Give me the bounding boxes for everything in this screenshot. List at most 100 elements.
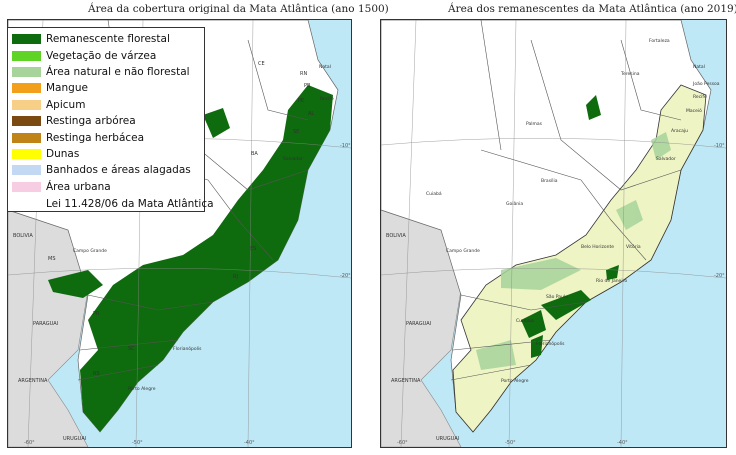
city-label-maceio: Maceió (686, 107, 702, 114)
city-label-natal: Natal (693, 64, 705, 70)
legend-item-banhados: Banhados e áreas alagadas (12, 162, 204, 178)
city-label-palmas: Palmas (526, 121, 543, 127)
city-label-goiania: Goiânia (506, 200, 523, 207)
city-label-cuiaba: Cuiabá (426, 190, 442, 197)
state-label-rj: RJ (233, 274, 238, 280)
legend-swatch (12, 165, 41, 176)
city-label-brasilia: Brasília (541, 177, 558, 184)
state-label-rs: RS (93, 371, 100, 377)
city-label-fortaleza: Fortaleza (649, 38, 670, 44)
legend-label: Restinga arbórea (46, 115, 136, 128)
atlantic-forest-remnant-area (452, 84, 707, 433)
state-label-sc: SC (128, 346, 135, 352)
city-label-sao-paulo: São Paulo (546, 294, 568, 300)
legend-label: Área urbana (46, 180, 111, 193)
lon-tick-40: -40° (617, 440, 628, 446)
atlantic-forest-original-extent (80, 85, 333, 432)
left-map-title: Área da cobertura original da Mata Atlân… (88, 3, 389, 15)
lon-tick-40: -40° (244, 440, 255, 446)
legend-label: Banhados e áreas alagadas (46, 164, 191, 177)
country-label-bolivia: BOLIVIA (13, 233, 33, 239)
legend-item-restinga-arborea: Restinga arbórea (12, 113, 204, 129)
light-green-remnants (476, 132, 671, 370)
legend-swatch (12, 66, 41, 77)
left-map-svg: BOLIVIA PARAGUAI ARGENTINA URUGUAI CE RN… (8, 20, 351, 447)
legend-swatch (12, 181, 41, 192)
legend-swatch (12, 132, 41, 143)
legend-label: Mangue (46, 82, 88, 95)
forest-patch-north (203, 108, 230, 138)
lat-tick-10: -10° (714, 143, 725, 149)
legend-swatch (12, 50, 41, 61)
country-label-uruguai: URUGUAI (63, 436, 86, 442)
state-label-es: ES (250, 246, 256, 252)
legend-swatch (12, 148, 41, 159)
city-label-porto-alegre: Porto Alegre (501, 378, 529, 384)
map-legend: Remanescente florestal Vegetação de várz… (7, 27, 214, 213)
legend-label: Lei 11.428/06 da Mata Atlântica (46, 197, 214, 210)
country-label-paraguai: PARAGUAI (406, 321, 431, 327)
lat-tick-20: -20° (340, 273, 351, 279)
legend-item-dunas: Dunas (12, 146, 204, 162)
lon-tick-60: -60° (24, 440, 35, 446)
city-label-recife: Recife (693, 94, 707, 100)
state-label-ms: MS (48, 256, 56, 262)
legend-label: Vegetação de várzea (46, 49, 157, 62)
lon-tick-50: -50° (505, 440, 516, 446)
city-label-belo-horizonte: Belo Horizonte (581, 244, 614, 250)
legend-item-restinga-herbacea: Restinga herbácea (12, 129, 204, 145)
legend-swatch (12, 83, 41, 94)
city-label-vitoria: Vitória (626, 243, 641, 250)
city-label-porto-alegre: Porto Alegre (128, 386, 156, 392)
legend-item-apicum: Apicum (12, 97, 204, 113)
state-label-rn: RN (300, 71, 307, 77)
legend-item-law-boundary: Lei 11.428/06 da Mata Atlântica (12, 195, 214, 213)
city-label-salvador: Salvador (283, 156, 303, 162)
state-label-pe: PE (298, 98, 304, 104)
map-remnants-2019: BOLIVIA PARAGUAI ARGENTINA URUGUAI Forta… (380, 19, 727, 448)
forest-patch-west (48, 270, 103, 298)
city-label-curitiba: Curitiba (516, 318, 534, 324)
right-map-title: Área dos remanescentes da Mata Atlântica… (448, 3, 736, 15)
legend-item-remanescente-florestal: Remanescente florestal (12, 31, 204, 47)
forest-remnant-patches (521, 95, 619, 358)
state-label-ba: BA (251, 151, 258, 157)
city-label-recife: Recife (320, 96, 334, 102)
legend-item-area-urbana: Área urbana (12, 179, 204, 195)
lat-tick-10: -10° (340, 143, 351, 149)
legend-item-area-natural: Área natural e não florestal (12, 64, 204, 80)
lat-tick-20: -20° (714, 273, 725, 279)
city-label-florianopolis: Florianópolis (173, 345, 202, 352)
city-label-campo-grande: Campo Grande (73, 248, 107, 254)
city-label-aracaju: Aracaju (671, 128, 688, 134)
legend-label: Dunas (46, 147, 80, 160)
legend-label: Área natural e não florestal (46, 65, 190, 78)
country-label-argentina: ARGENTINA (18, 378, 48, 384)
state-label-pr: PR (93, 311, 100, 317)
legend-label: Remanescente florestal (46, 33, 170, 46)
legend-swatch (12, 116, 41, 127)
city-label-joao-pessoa: João Pessoa (692, 81, 720, 87)
city-label-teresina: Teresina (620, 71, 640, 77)
state-label-pb: PB (304, 83, 311, 89)
state-label-ce: CE (258, 61, 265, 67)
lon-tick-60: -60° (397, 440, 408, 446)
legend-item-mangue: Mangue (12, 80, 204, 96)
city-label-salvador: Salvador (656, 156, 676, 162)
lon-tick-50: -50° (132, 440, 143, 446)
legend-swatch (12, 34, 41, 45)
country-label-uruguai: URUGUAI (436, 436, 459, 442)
state-borders (450, 20, 682, 381)
country-label-bolivia: BOLIVIA (386, 233, 406, 239)
state-label-al: AL (308, 111, 314, 117)
legend-swatch (12, 99, 41, 110)
legend-label: Apicum (46, 98, 86, 111)
city-label-rio-de-janeiro: Rio de Janeiro (596, 278, 627, 284)
country-label-argentina: ARGENTINA (391, 378, 421, 384)
country-label-paraguai: PARAGUAI (33, 321, 58, 327)
legend-item-vegetacao-varzea: Vegetação de várzea (12, 47, 204, 63)
city-label-natal: Natal (319, 64, 331, 70)
legend-label: Restinga herbácea (46, 131, 145, 144)
right-map-svg: BOLIVIA PARAGUAI ARGENTINA URUGUAI Forta… (381, 20, 726, 447)
state-label-se: SE (293, 129, 299, 135)
